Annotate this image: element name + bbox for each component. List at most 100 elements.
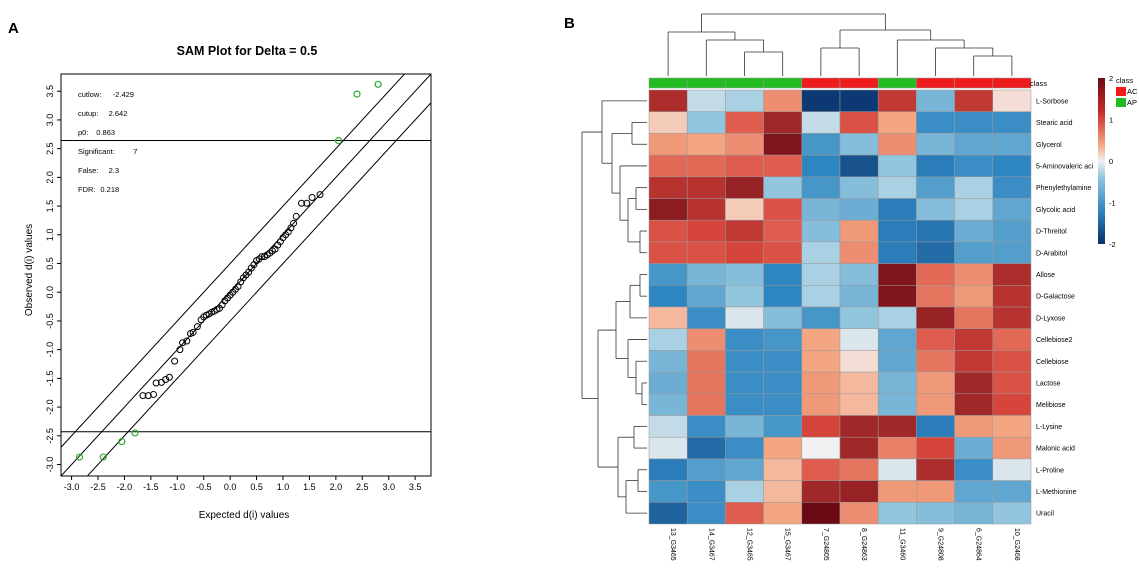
heatmap-cell [839,502,879,525]
data-point [162,376,170,384]
stat-label: p0: [78,128,88,137]
heatmap-cell [992,328,1032,351]
heatmap-cell [648,154,688,178]
heatmap-cell [648,393,688,416]
heatmap-cell [877,350,917,373]
heatmap-cell [763,350,803,373]
heatmap-cell [992,480,1032,503]
heatmap-cell [839,241,879,264]
row-label: D-Lyxose [1036,315,1065,322]
heatmap-cell [763,133,803,156]
class-bar-cell [725,77,764,89]
heatmap-cell [763,480,803,503]
heatmap-cell [954,350,994,373]
row-labels: L-Sorbose Stearic acid Glycerol 5-Aminovale… [1036,98,1094,517]
heatmap-cell [725,176,764,199]
heatmap-cell [916,480,955,503]
heatmap-cell [763,219,803,243]
y-tick-label: 0.5 [45,257,55,270]
heatmap-cell [725,241,764,264]
data-point [144,392,152,400]
heatmap-cell [839,111,879,134]
heatmap-cell [648,263,688,286]
heatmap-cell [954,393,994,416]
heatmap-cell [916,436,955,460]
sam-y-axis-label: Observed d(i) values [24,224,35,316]
heatmap-cell [763,415,803,438]
upper-delta-line [61,74,406,448]
heatmap-cell [725,458,764,481]
heatmap-cell [725,263,764,286]
heatmap-cell [954,89,994,112]
y-tick-label: -1.0 [45,342,55,358]
heatmap-cell [648,219,688,243]
heatmap-cell [877,219,917,243]
x-tick-label: 0.0 [224,482,237,492]
y-tick-label: -0.5 [45,313,55,329]
heatmap-cell [801,219,841,243]
heatmap-cell [686,480,726,503]
colorbar-tick-label: 0 [1109,157,1113,166]
heatmap-cell [801,133,841,156]
heatmap-cell [954,371,994,395]
heatmap-cell [992,393,1032,416]
heatmap-cell [648,198,688,221]
class-bar-label: class [1030,79,1047,88]
heatmap-cell [801,436,841,460]
stat-label: cutlow: [78,90,101,99]
heatmap-cell [725,89,764,112]
row-label: L-Lysine [1036,424,1062,431]
column-label: 12_G3465 [746,528,753,561]
row-label: L-Sorbose [1036,98,1068,105]
row-label: L-Methionine [1036,489,1077,496]
column-label: 6_G24864 [975,528,982,561]
colorbar-tick-label: -1 [1109,199,1116,208]
heatmap-cells [648,89,1032,525]
heatmap-cell [992,219,1032,243]
heatmap-cell [877,263,917,286]
heatmap-cell [877,285,917,308]
heatmap-cell [954,480,994,503]
heatmap-cell [686,350,726,373]
data-point [171,357,179,365]
heatmap-cell [954,285,994,308]
data-point [139,392,147,400]
heatmap-cell [992,154,1032,178]
heatmap-cell [839,198,879,221]
heatmap-cell [801,198,841,221]
heatmap-cell [839,328,879,351]
legend-swatch-ap [1116,98,1126,107]
heatmap-cell [916,219,955,243]
stat-label: cutup: [78,109,98,118]
column-label: 8_G24863 [860,528,867,561]
heatmap-cell [954,436,994,460]
legend-title: class [1116,76,1133,85]
column-dendrogram [667,13,1013,76]
column-label: 14_G3467 [707,528,714,561]
heatmap-cell [648,458,688,481]
heatmap-cell [877,458,917,481]
data-point [176,346,184,354]
heatmap-cell [954,263,994,286]
colorbar-tick-label: 2 [1109,74,1113,83]
heatmap-cell [992,371,1032,395]
heatmap-cell [916,502,955,525]
row-label: Glycolic acid [1036,207,1075,214]
x-tick-label: -1.5 [143,482,159,492]
heatmap-cell [648,328,688,351]
significant-point [99,453,107,461]
heatmap-cell [877,415,917,438]
y-tick-label: -3.0 [45,457,55,473]
heatmap-cell [648,176,688,199]
heatmap-cell [686,371,726,395]
stat-label: FDR: [78,185,96,194]
x-tick-label: -0.5 [196,482,212,492]
heatmap-cell [725,393,764,416]
row-label: L-Proline [1036,467,1064,474]
stat-label: Significant: [78,147,115,156]
significant-point [118,437,126,446]
heatmap-cell [954,111,994,134]
column-label: 15_G3467 [784,528,791,561]
column-label: 7_G24805 [822,528,829,561]
heatmap-cell [686,133,726,156]
